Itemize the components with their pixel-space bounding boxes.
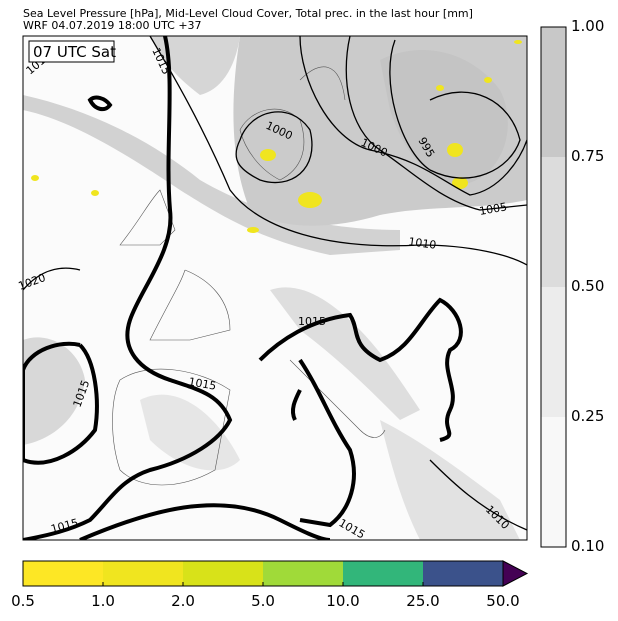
isobars-thin	[23, 36, 527, 531]
precip-tick: 5.0	[251, 592, 275, 610]
coastlines	[112, 66, 386, 486]
cloud-tick: 0.10	[571, 537, 605, 555]
precip-tick: 1.0	[91, 592, 115, 610]
cloud-cover-colorbar	[540, 26, 567, 548]
isobar-labels: 1015 1000 1000 995 1005 1010 1020 1015 1…	[17, 46, 512, 542]
cloud-tick: 0.75	[571, 147, 605, 165]
chart-title: Sea Level Pressure [hPa], Mid-Level Clou…	[23, 7, 473, 20]
precipitation-patches	[31, 40, 522, 233]
cloud-tick: 0.50	[571, 277, 605, 295]
precip-tick: 25.0	[406, 592, 440, 610]
precip-tick: 10.0	[326, 592, 360, 610]
time-label-box: 07 UTC Sat	[28, 40, 116, 63]
svg-text:1015: 1015	[298, 315, 326, 328]
svg-text:07 UTC Sat: 07 UTC Sat	[33, 43, 116, 61]
run-info: WRF 04.07.2019 18:00 UTC +37	[23, 19, 202, 32]
precip-tick: 50.0	[486, 592, 520, 610]
cloud-tick: 0.25	[571, 407, 605, 425]
precip-tick: 0.5	[11, 592, 35, 610]
svg-text:1005: 1005	[478, 200, 508, 218]
cloud-tick: 1.00	[571, 17, 605, 35]
svg-text:1010: 1010	[408, 235, 438, 252]
precip-colorbar	[22, 560, 529, 587]
cloud-cover-layer	[23, 36, 527, 540]
isobars-thick	[23, 36, 463, 540]
precip-tick: 2.0	[171, 592, 195, 610]
svg-text:1015: 1015	[187, 375, 217, 393]
